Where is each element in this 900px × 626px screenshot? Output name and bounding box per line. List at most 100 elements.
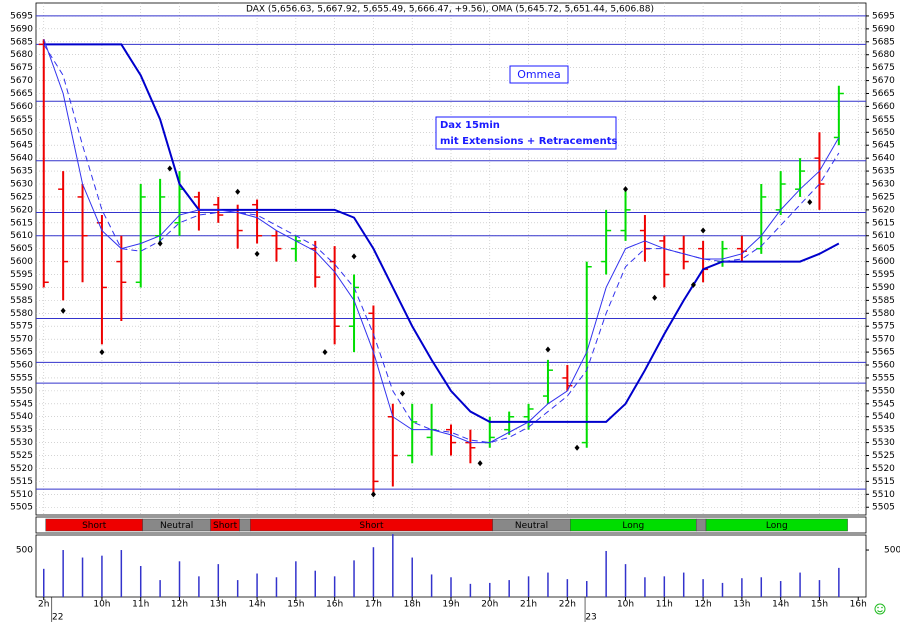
y-tick-label-right: 5585	[872, 296, 895, 306]
signal-label: Neutral	[515, 521, 548, 531]
annotation: mit Extensions + Retracements	[440, 136, 617, 147]
y-tick-label-right: 5550	[872, 386, 895, 396]
y-tick-label: 5505	[10, 503, 33, 513]
y-tick-label: 5520	[10, 464, 33, 474]
y-tick-label: 5620	[10, 205, 33, 215]
x-tick-label: 16h	[326, 600, 343, 610]
x-tick-label: 22h	[559, 600, 576, 610]
y-tick-label: 5655	[10, 115, 33, 125]
x-tick-label: 13h	[210, 600, 227, 610]
y-tick-label-right: 5530	[872, 438, 895, 448]
y-tick-label: 5680	[10, 50, 33, 60]
y-tick-label: 5660	[10, 102, 33, 112]
y-tick-label-right: 5565	[872, 348, 895, 358]
y-tick-label-right: 5505	[872, 503, 895, 513]
y-tick-label-right: 5560	[872, 361, 895, 371]
x-tick-label: 14h	[248, 600, 265, 610]
marker	[807, 199, 813, 206]
y-tick-label-right: 5535	[872, 425, 895, 435]
y-tick-label: 5555	[10, 373, 33, 383]
x-tick-label: 15h	[811, 600, 828, 610]
y-tick-label-right: 5660	[872, 102, 895, 112]
x-tick-label: 10h	[617, 600, 634, 610]
x-tick-label: 20h	[481, 600, 498, 610]
date-label: 23	[585, 613, 596, 623]
marker	[322, 349, 328, 356]
marker	[400, 390, 406, 397]
volume-tick-label-right: 500	[884, 546, 900, 556]
y-tick-label-right: 5620	[872, 205, 895, 215]
y-tick-label-right: 5525	[872, 451, 895, 461]
y-tick-label: 5665	[10, 89, 33, 99]
signal-label: Long	[766, 521, 788, 531]
signal-label: Short	[359, 521, 384, 531]
y-tick-label-right: 5640	[872, 154, 895, 164]
y-tick-label-right: 5605	[872, 244, 895, 254]
y-tick-label-right: 5555	[872, 373, 895, 383]
y-tick-label: 5560	[10, 361, 33, 371]
x-tick-label: 21h	[520, 600, 537, 610]
y-tick-label-right: 5630	[872, 180, 895, 190]
marker	[652, 294, 658, 301]
y-tick-label: 5580	[10, 309, 33, 319]
x-tick-label: 18h	[404, 600, 421, 610]
y-tick-label-right: 5665	[872, 89, 895, 99]
y-tick-label-right: 5580	[872, 309, 895, 319]
annotation-box	[435, 116, 617, 150]
y-tick-label: 5640	[10, 154, 33, 164]
y-tick-label-right: 5595	[872, 270, 895, 280]
x-tick-label: 12h	[171, 600, 188, 610]
signal-label: Short	[213, 521, 238, 531]
marker	[690, 281, 696, 288]
y-tick-label-right: 5645	[872, 141, 895, 151]
marker	[545, 346, 551, 353]
y-tick-label-right: 5570	[872, 335, 895, 345]
smiley-icon	[874, 603, 886, 615]
y-tick-label: 5600	[10, 257, 33, 267]
marker	[99, 349, 105, 356]
y-tick-label-right: 5680	[872, 50, 895, 60]
y-tick-label-right: 5610	[872, 231, 895, 241]
y-tick-label: 5610	[10, 231, 33, 241]
y-tick-label: 5550	[10, 386, 33, 396]
y-tick-label-right: 5545	[872, 399, 895, 409]
y-tick-label: 5525	[10, 451, 33, 461]
annotation: Ommea	[517, 68, 561, 81]
y-tick-label-right: 5590	[872, 283, 895, 293]
x-tick-label: 15h	[287, 600, 304, 610]
signal-segment	[239, 518, 251, 532]
y-tick-label: 5690	[10, 24, 33, 34]
y-tick-label-right: 5540	[872, 412, 895, 422]
marker	[60, 307, 66, 314]
x-tick-label: 11h	[656, 600, 673, 610]
marker	[254, 250, 260, 257]
x-tick-label: 12h	[695, 600, 712, 610]
y-tick-label: 5585	[10, 296, 33, 306]
y-tick-label-right: 5515	[872, 477, 895, 487]
y-tick-label: 5695	[10, 11, 33, 21]
x-tick-label: 16h	[850, 600, 867, 610]
y-tick-label: 5590	[10, 283, 33, 293]
y-tick-label-right: 5675	[872, 63, 895, 73]
indicator-line	[43, 43, 840, 423]
y-tick-label: 5625	[10, 192, 33, 202]
x-tick-label: 11h	[132, 600, 149, 610]
annotation-box	[509, 65, 569, 84]
y-tick-label-right: 5670	[872, 76, 895, 86]
y-tick-label-right: 5690	[872, 24, 895, 34]
y-tick-label: 5605	[10, 244, 33, 254]
marker	[157, 240, 163, 247]
marker	[574, 444, 580, 451]
y-tick-label: 5540	[10, 412, 33, 422]
marker	[167, 165, 173, 172]
y-tick-label-right: 5655	[872, 115, 895, 125]
y-tick-label: 5570	[10, 335, 33, 345]
annotation: Dax 15min	[440, 120, 500, 131]
indicator-line	[43, 44, 840, 444]
y-tick-label: 5670	[10, 76, 33, 86]
marker	[351, 253, 357, 260]
y-tick-label: 5635	[10, 167, 33, 177]
y-tick-label: 5515	[10, 477, 33, 487]
y-tick-label-right: 5635	[872, 167, 895, 177]
